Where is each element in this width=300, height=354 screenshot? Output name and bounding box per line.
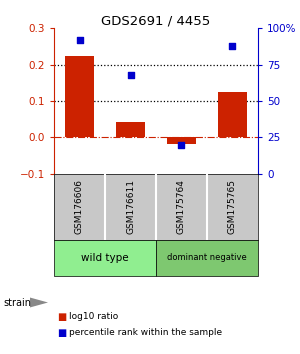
Text: log10 ratio: log10 ratio (69, 312, 118, 321)
Text: ■: ■ (57, 328, 66, 338)
Text: percentile rank within the sample: percentile rank within the sample (69, 328, 222, 337)
Point (230, 43, 235, 48)
Bar (167, 137, 196, 144)
Text: strain: strain (3, 298, 31, 308)
Text: GSM176606: GSM176606 (75, 179, 84, 234)
Text: GSM175764: GSM175764 (177, 179, 186, 234)
Point (128, 72, 133, 78)
Text: GSM176611: GSM176611 (126, 179, 135, 234)
Polygon shape (30, 297, 48, 307)
Bar (218, 92, 247, 137)
Point (77, 37, 82, 43)
Bar (156, 240, 258, 276)
Text: ■: ■ (57, 312, 66, 322)
Title: GDS2691 / 4455: GDS2691 / 4455 (101, 14, 211, 27)
Bar (54, 240, 156, 276)
Text: wild type: wild type (81, 253, 129, 263)
Bar (65, 56, 94, 137)
Point (179, 142, 184, 148)
Text: GSM175765: GSM175765 (228, 179, 237, 234)
Text: dominant negative: dominant negative (167, 253, 247, 262)
Bar (116, 122, 145, 137)
